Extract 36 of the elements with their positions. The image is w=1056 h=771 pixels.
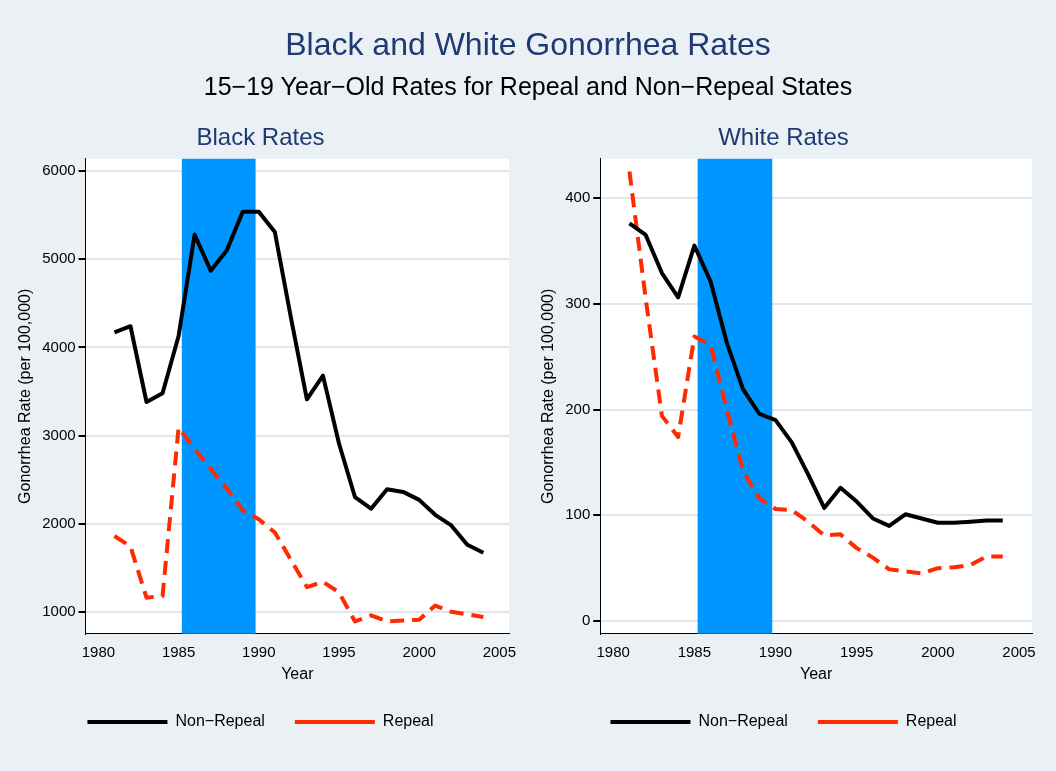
x-axis-title: Year — [281, 664, 315, 682]
x-tick-label: 2005 — [1002, 642, 1036, 660]
y-tick-label: 100 — [565, 505, 591, 523]
y-tick-label: 6000 — [42, 161, 76, 179]
y-tick-label: 0 — [581, 611, 591, 629]
chart-title: White Rates — [718, 123, 849, 151]
x-tick-label: 1995 — [322, 642, 356, 660]
line-series — [627, 169, 1005, 576]
y-tick-label: 400 — [565, 188, 591, 206]
y-tick-label: 1000 — [42, 601, 76, 619]
y-tick-label: 4000 — [42, 337, 76, 355]
x-tick-label: 1990 — [758, 642, 793, 660]
legend-label: Repeal — [905, 712, 957, 730]
x-tick-label: 2000 — [921, 642, 955, 660]
x-tick-label: 1980 — [596, 642, 630, 660]
legend-label: Repeal — [382, 712, 434, 730]
y-tick-label: 200 — [565, 399, 591, 417]
legend-label: Non−Repeal — [698, 712, 788, 730]
legend-label: Non−Repeal — [175, 712, 265, 730]
y-tick-label: 5000 — [42, 249, 76, 267]
text: 15−19 Year−Old Rates for Repeal and Non−Repeal States — [202, 71, 854, 102]
chart-title: Black Rates — [196, 123, 325, 151]
y-tick-label: 300 — [565, 293, 591, 311]
x-tick-label: 1995 — [840, 642, 874, 660]
x-tick-label: 2005 — [482, 642, 517, 660]
x-tick-label: 1985 — [161, 642, 196, 660]
text: Black and White Gonorrhea Rates — [284, 25, 772, 64]
y-axis-title: Gonorrhea Rate (per 100,000) — [16, 288, 34, 504]
y-tick-label: 2000 — [42, 513, 76, 531]
x-tick-label: 1985 — [677, 642, 712, 660]
y-tick-label: 3000 — [42, 425, 76, 443]
y-axis-title: Gonorrhea Rate (per 100,000) — [539, 288, 557, 504]
x-axis-title: Year — [799, 664, 833, 682]
x-tick-label: 1990 — [242, 642, 276, 660]
x-tick-label: 1980 — [81, 642, 116, 660]
x-tick-label: 2000 — [402, 642, 436, 660]
